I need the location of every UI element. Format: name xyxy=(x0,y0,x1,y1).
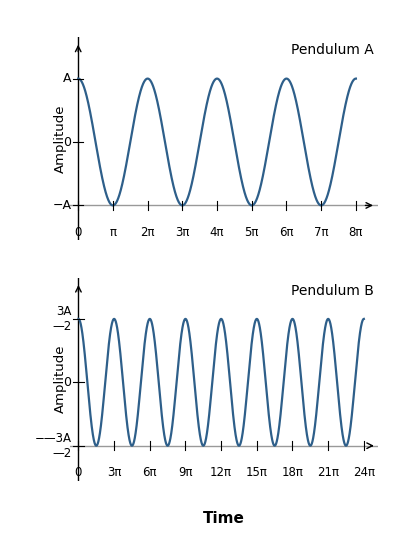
Text: 5π: 5π xyxy=(245,226,259,239)
Text: 15π: 15π xyxy=(246,466,268,479)
Text: 0: 0 xyxy=(64,136,72,148)
Text: π: π xyxy=(109,226,116,239)
Text: 9π: 9π xyxy=(178,466,193,479)
Text: A: A xyxy=(63,72,72,85)
Text: 3π: 3π xyxy=(175,226,189,239)
Text: 21π: 21π xyxy=(317,466,339,479)
Text: 6π: 6π xyxy=(143,466,157,479)
Text: −—3A
—2: −—3A —2 xyxy=(35,431,72,460)
Text: 4π: 4π xyxy=(210,226,224,239)
Y-axis label: Amplitude: Amplitude xyxy=(54,105,67,173)
Text: 12π: 12π xyxy=(210,466,232,479)
Y-axis label: Amplitude: Amplitude xyxy=(54,345,67,413)
Text: Pendulum B: Pendulum B xyxy=(291,284,374,298)
Text: −A: −A xyxy=(53,199,72,212)
Text: 7π: 7π xyxy=(314,226,328,239)
Text: 24π: 24π xyxy=(353,466,375,479)
Text: 0: 0 xyxy=(64,376,72,389)
Text: 18π: 18π xyxy=(282,466,303,479)
Text: 0: 0 xyxy=(74,226,82,239)
Text: 6π: 6π xyxy=(279,226,294,239)
Text: 3A
—2: 3A —2 xyxy=(52,305,72,333)
Text: Time: Time xyxy=(203,511,245,526)
Text: 8π: 8π xyxy=(349,226,363,239)
Text: Pendulum A: Pendulum A xyxy=(291,43,374,58)
Text: 2π: 2π xyxy=(141,226,155,239)
Text: 3π: 3π xyxy=(107,466,121,479)
Text: 0: 0 xyxy=(75,466,82,479)
